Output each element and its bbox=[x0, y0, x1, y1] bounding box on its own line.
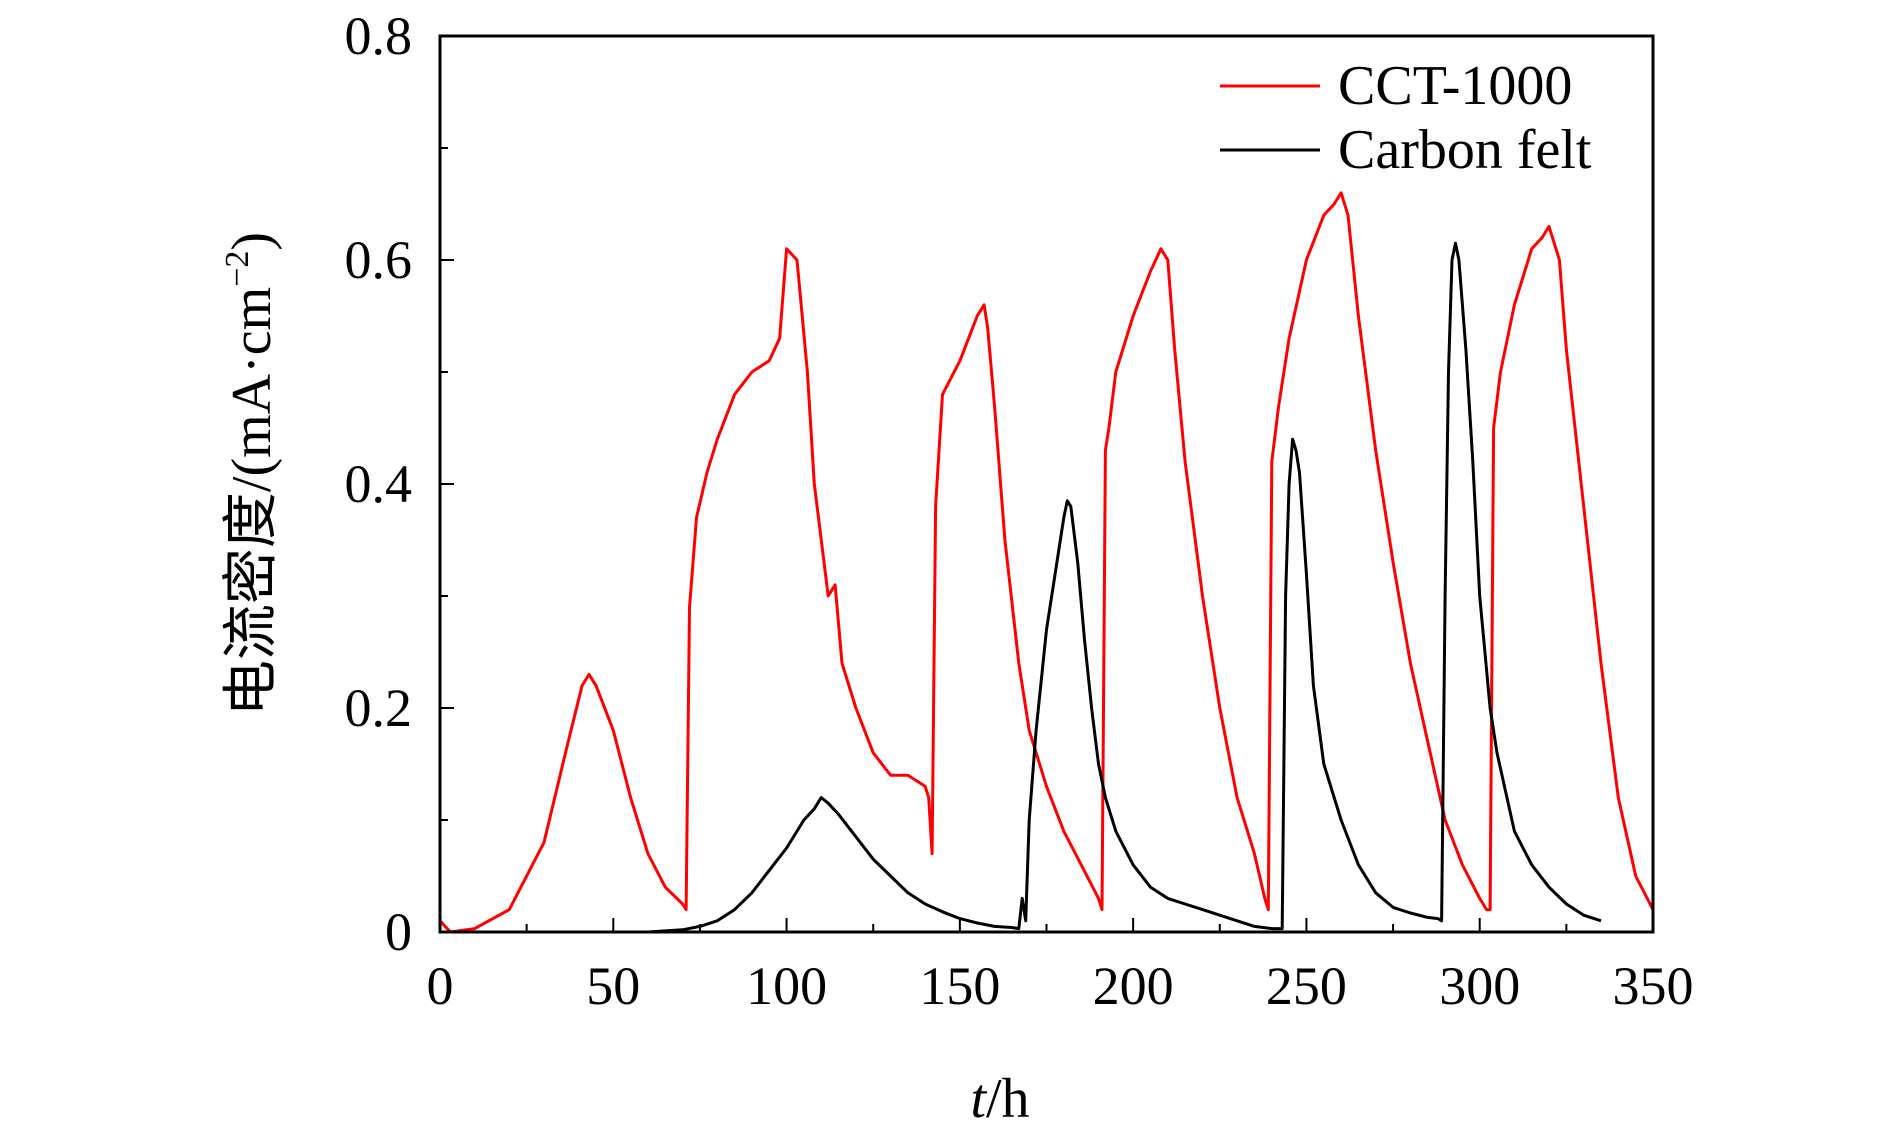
x-tick-label: 350 bbox=[1613, 956, 1694, 1016]
y-axis-title-close: ) bbox=[221, 232, 283, 251]
y-axis-title-superscript: −2 bbox=[219, 251, 256, 287]
x-axis-title: t/h bbox=[970, 1068, 1029, 1129]
x-tick-label: 100 bbox=[746, 956, 827, 1016]
x-axis-title-unit: /h bbox=[986, 1068, 1030, 1129]
legend: CCT-1000 Carbon felt bbox=[1220, 55, 1592, 181]
y-tick-label: 0.8 bbox=[345, 6, 413, 66]
y-tick-label: 0.4 bbox=[345, 454, 413, 514]
y-axis-ticks bbox=[440, 35, 454, 933]
x-tick-label: 200 bbox=[1093, 956, 1174, 1016]
series-line-carbon-felt bbox=[613, 241, 1602, 934]
x-axis-title-variable: t bbox=[970, 1068, 987, 1129]
legend-label-carbon-felt: Carbon felt bbox=[1338, 119, 1592, 181]
series-line-cct-1000 bbox=[438, 191, 1655, 934]
x-axis-ticks bbox=[439, 918, 1654, 932]
y-tick-label: 0.2 bbox=[345, 678, 413, 738]
y-tick-label: 0.6 bbox=[345, 230, 413, 290]
y-axis-title-text: 电流密度/(mA·cm bbox=[221, 287, 283, 716]
y-tick-label: 0 bbox=[385, 902, 412, 962]
y-axis-title: 电流密度/(mA·cm−2) bbox=[219, 232, 283, 716]
x-tick-label: 250 bbox=[1266, 956, 1347, 1016]
legend-label-cct-1000: CCT-1000 bbox=[1338, 55, 1572, 117]
x-tick-label: 150 bbox=[919, 956, 1000, 1016]
x-tick-label: 300 bbox=[1439, 956, 1520, 1016]
x-axis-tick-labels: 0 50 100 150 200 250 300 350 bbox=[427, 956, 1694, 1016]
series-layer bbox=[438, 191, 1655, 934]
y-axis-tick-labels: 0 0.2 0.4 0.6 0.8 bbox=[345, 6, 413, 962]
x-tick-label: 50 bbox=[586, 956, 640, 1016]
x-tick-label: 0 bbox=[427, 956, 454, 1016]
